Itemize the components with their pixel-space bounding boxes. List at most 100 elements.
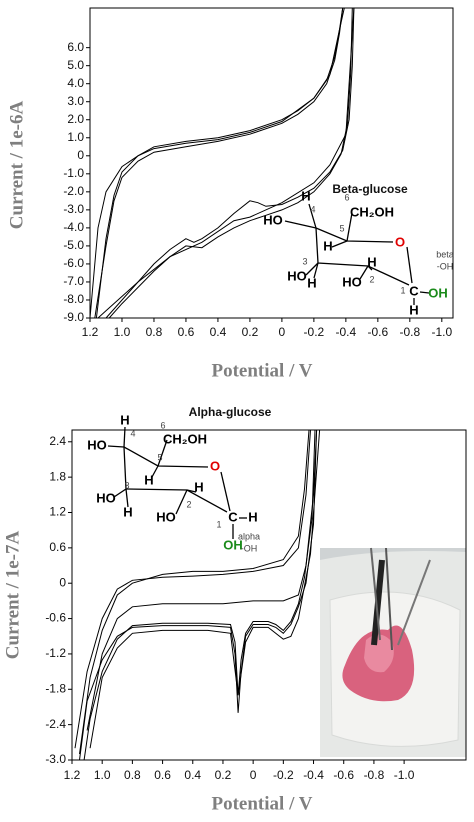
structure-label: CH₂OH xyxy=(163,431,207,446)
x-tick-label: -0.2 xyxy=(304,325,325,339)
structure-label: 2 xyxy=(186,499,191,509)
structure-label: beta xyxy=(436,249,454,259)
y-tick-label: 2.0 xyxy=(67,112,84,126)
y-tick-label: -7.0 xyxy=(63,274,84,288)
y-tick-label: -2.4 xyxy=(45,717,66,731)
y-tick-label: 0 xyxy=(77,148,84,162)
y-tick-label: -0.6 xyxy=(45,611,66,625)
x-tick-label: -0.8 xyxy=(399,325,420,339)
y-tick-label: -2.0 xyxy=(63,184,84,198)
structure-label: OH xyxy=(428,285,448,300)
cv-trace xyxy=(86,429,321,749)
structure-label: 2 xyxy=(369,274,374,284)
x-tick-label: -0.2 xyxy=(273,768,294,782)
y-tick-label: 3.0 xyxy=(67,94,84,108)
structure-label: H xyxy=(307,275,316,290)
x-tick-label: -0.6 xyxy=(367,325,388,339)
structure-label: H xyxy=(194,479,203,494)
y-tick-label: 1.8 xyxy=(49,469,66,483)
structure-label: O xyxy=(210,458,220,473)
y-tick-label: 1.2 xyxy=(49,505,66,519)
structure-label: H xyxy=(323,238,332,253)
x-tick-label: 0.4 xyxy=(210,325,227,339)
x-tick-label: 0.6 xyxy=(178,325,195,339)
x-tick-label: 0.8 xyxy=(124,768,141,782)
cv-trace xyxy=(79,429,316,761)
chart: 6.0 5.0 4.0 3.0 2.0 1.0 0 -1.0 -2.0 -3.0 -4.0 -5.0 -… xyxy=(6,7,454,381)
cv-trace xyxy=(95,7,353,319)
y-axis-title: Current / 1e-6A xyxy=(6,101,27,230)
structure-name: Alpha-glucose xyxy=(189,405,272,419)
y-tick-label: -1.0 xyxy=(63,166,84,180)
beta-glucose-bonds xyxy=(284,203,430,305)
x-tick-label: -1.0 xyxy=(394,768,415,782)
x-tick-label: 0.6 xyxy=(154,768,171,782)
structure-name: Beta-glucose xyxy=(332,182,408,196)
x-tick-label: 0.8 xyxy=(146,325,163,339)
structure-label: O xyxy=(395,234,405,249)
structure-label: H xyxy=(409,302,418,317)
structure-label: H xyxy=(144,472,153,487)
alpha-glucose-bonds xyxy=(107,426,247,539)
y-tick-label: -8.0 xyxy=(63,292,84,306)
x-axis-title: Potential / V xyxy=(212,793,313,814)
y-tick-label: 0 xyxy=(59,575,66,589)
chart: 2.4 1.8 1.2 0.6 0 -0.6 -1.2 -1.8 -2.4 -3.0 1.2 1.0 0… xyxy=(2,429,467,814)
structure-label: -OH xyxy=(241,543,258,553)
structure-label: 5 xyxy=(157,452,162,462)
tissue-photo xyxy=(320,547,466,757)
y-tick-label: 6.0 xyxy=(67,40,84,54)
structure-label: HO xyxy=(156,509,176,524)
structure-label: H xyxy=(248,509,257,524)
x-tick-label: 0.2 xyxy=(215,768,232,782)
structure-label: HO xyxy=(263,212,283,227)
x-tick-label: -0.4 xyxy=(303,768,324,782)
x-tick-label: 1.0 xyxy=(94,768,111,782)
x-tick-label: 1.2 xyxy=(82,325,99,339)
x-tick-label: -0.8 xyxy=(364,768,385,782)
structure-label: alpha xyxy=(238,531,260,541)
y-tick-label: -6.0 xyxy=(63,256,84,270)
x-tick-label: 1.0 xyxy=(114,325,131,339)
x-tick-label: -0.6 xyxy=(333,768,354,782)
structure-label: 3 xyxy=(124,480,129,490)
structure-label: HO xyxy=(87,437,107,452)
y-tick-label: 1.0 xyxy=(67,130,84,144)
structure-label: 1 xyxy=(400,285,405,295)
structure-label: 4 xyxy=(310,204,315,214)
y-tick-label: -3.0 xyxy=(45,752,66,766)
structure-label: HO xyxy=(287,268,307,283)
cv-trace xyxy=(89,7,355,319)
structure-label: C xyxy=(409,283,419,298)
y-tick-label: 0.6 xyxy=(49,540,66,554)
structure-label: H xyxy=(120,412,129,427)
x-tick-label: 0.2 xyxy=(242,325,259,339)
structure-label: CH₂OH xyxy=(350,204,394,219)
plot-frame xyxy=(89,7,454,319)
structure-label: -OH xyxy=(437,261,454,271)
structure-label: HO xyxy=(96,490,116,505)
x-tick-label: -0.4 xyxy=(336,325,357,339)
y-tick-label: 2.4 xyxy=(49,434,66,448)
structure-label: H xyxy=(123,504,132,519)
x-tick-label: 0 xyxy=(250,768,257,782)
structure-label: 6 xyxy=(160,420,165,430)
y-tick-label: -9.0 xyxy=(63,310,84,324)
structure-label: 4 xyxy=(130,428,135,438)
structure-label: 3 xyxy=(302,256,307,266)
y-axis-title: Current / 1e-7A xyxy=(2,531,23,660)
structure-label: 5 xyxy=(339,223,344,233)
x-tick-label: 0.4 xyxy=(184,768,201,782)
y-tick-label: 4.0 xyxy=(67,76,84,90)
structure-label: H xyxy=(367,254,376,269)
structure-label: 6 xyxy=(344,192,349,202)
structure-label: C xyxy=(228,509,238,524)
structure-label: H xyxy=(301,188,310,203)
y-tick-label: -1.2 xyxy=(45,646,66,660)
x-tick-label: 1.2 xyxy=(64,768,81,782)
structure-label: HO xyxy=(342,274,362,289)
y-tick-label: -3.0 xyxy=(63,202,84,216)
cv-trace xyxy=(94,7,355,319)
plot-frame xyxy=(71,429,467,761)
